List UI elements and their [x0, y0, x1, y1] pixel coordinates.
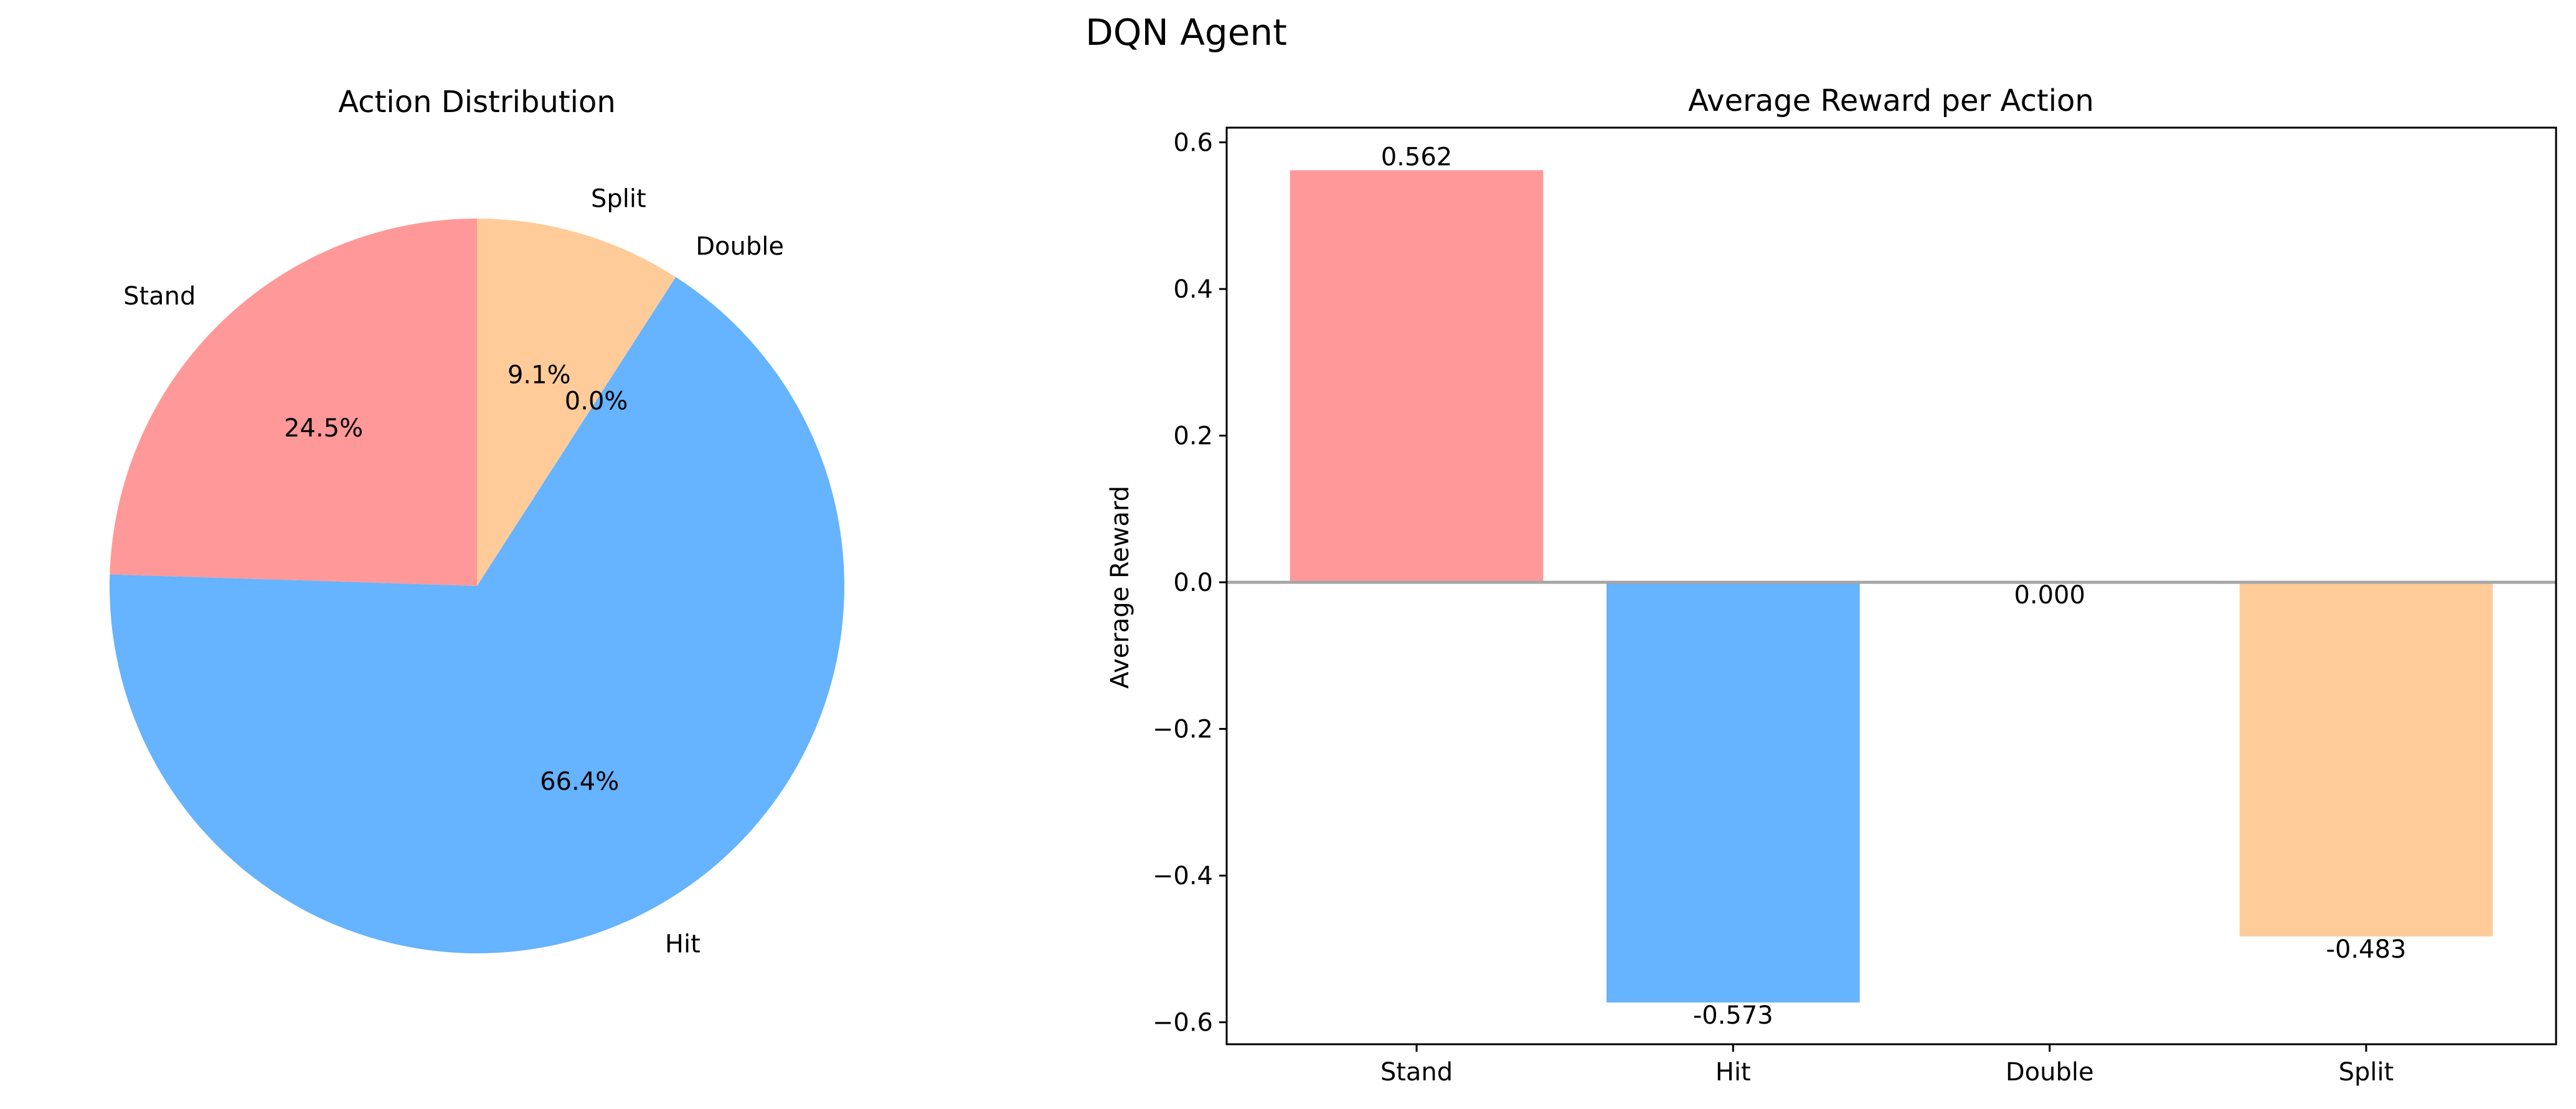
y-tick-label: −0.4: [1153, 862, 1213, 890]
pie-pct-double: 0.0%: [565, 387, 628, 415]
bar-value-stand: 0.562: [1381, 143, 1453, 171]
pie-chart-title: Action Distribution: [338, 85, 616, 120]
x-tick-label-hit: Hit: [1715, 1058, 1751, 1087]
x-tick-label-split: Split: [2339, 1058, 2394, 1087]
bar-stand: [1290, 170, 1544, 583]
figure-title: DQN Agent: [1085, 11, 1287, 54]
y-tick-label: 0.0: [1173, 569, 1213, 597]
y-tick-label: −0.6: [1153, 1009, 1213, 1037]
bar-value-double: 0.000: [2014, 581, 2085, 610]
y-tick-label: 0.6: [1173, 129, 1213, 158]
y-axis-ticks: −0.6 −0.4 −0.2 0.0 0.2 0.4 0.6: [1153, 129, 1227, 1037]
plot-frame: [1225, 126, 2557, 1045]
pie-pct-split: 9.1%: [507, 361, 571, 389]
pie-chart: Action Distribution Stand 24.5% Hit 66.4% Do…: [109, 85, 844, 959]
x-tick-label-double: Double: [2006, 1058, 2094, 1087]
x-tick-label-stand: Stand: [1380, 1058, 1453, 1087]
pie-slice-split: [477, 219, 676, 586]
pie-labels: Stand 24.5% Hit 66.4% Double 0.0% Split 9.1%: [123, 184, 784, 958]
y-axis-label: Average Reward: [1106, 486, 1135, 689]
pie-pct-hit: 66.4%: [540, 767, 619, 796]
pie-label-double: Double: [696, 232, 784, 261]
bar-split: [2239, 582, 2493, 937]
pie-slices: [109, 219, 844, 953]
x-axis-ticks: Stand Hit Double Split: [1380, 1044, 2394, 1087]
bar-value-split: -0.483: [2326, 935, 2407, 964]
pie-pct-stand: 24.5%: [284, 414, 363, 443]
bars: [1290, 170, 2493, 1003]
y-tick-label: 0.2: [1173, 422, 1213, 451]
y-tick-label: −0.2: [1153, 715, 1213, 744]
bar-value-hit: -0.573: [1693, 1001, 1773, 1030]
y-tick-label: 0.4: [1173, 275, 1213, 304]
pie-label-stand: Stand: [123, 282, 196, 311]
bar-chart: Average Reward per Action Average Reward…: [1106, 83, 2557, 1087]
pie-label-split: Split: [591, 184, 646, 213]
bar-hit: [1606, 582, 1860, 1003]
bar-chart-title: Average Reward per Action: [1688, 83, 2094, 118]
pie-label-hit: Hit: [665, 930, 701, 959]
bar-value-labels: 0.562 -0.573 0.000 -0.483: [1381, 143, 2407, 1030]
pie-slice-hit: [109, 276, 844, 953]
pie-slice-stand: [110, 219, 478, 586]
